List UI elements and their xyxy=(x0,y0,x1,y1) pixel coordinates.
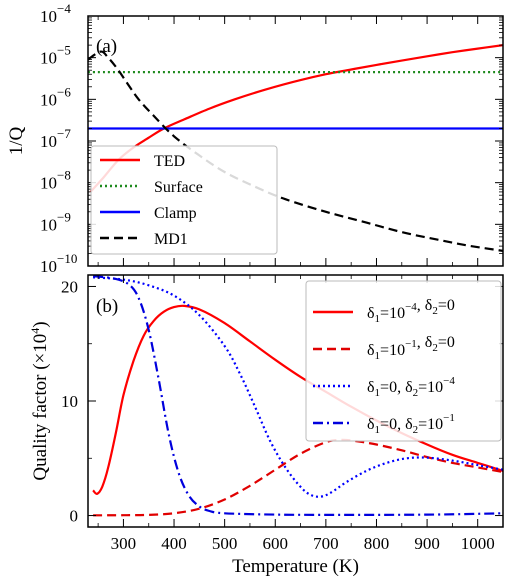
panel-a-label: (a) xyxy=(96,36,117,57)
panel-b-ticks: 300 400 500 600 700 800 900 1000 0 10 20 xyxy=(61,275,504,553)
x-axis-title: Temperature (K) xyxy=(232,556,359,576)
x-tick-label: 500 xyxy=(212,534,238,553)
panel-a-y-axis-title: 1/Q xyxy=(6,126,27,155)
panel-b-legend-label-4: δ1=0, δ2=10−1 xyxy=(367,412,455,436)
panel-a-frame xyxy=(87,15,504,267)
x-tick-label: 800 xyxy=(364,534,390,553)
panel-b-legend-label-1: δ1=10−4, δ2=0 xyxy=(367,297,455,325)
panel-a-y-tick-label: 10−8 xyxy=(40,168,71,193)
panel-a-y-tick-label: 10−7 xyxy=(40,126,71,151)
panel-a-legend-label-ted: TED xyxy=(154,153,185,170)
panel-a-legend-label-clamp: Clamp xyxy=(154,205,197,222)
panel-a-y-tick-label: 10−10 xyxy=(40,251,77,276)
panel-b-y-tick-label: 0 xyxy=(70,507,79,526)
panel-b-frame xyxy=(87,274,504,528)
panel-b-y-axis-title-main: Quality factor (×10 xyxy=(30,334,51,481)
panel-a-legend: TED Surface Clamp MD1 xyxy=(90,145,278,255)
x-tick-label: 900 xyxy=(414,534,440,553)
panel-a-y-tick-label: 10−5 xyxy=(40,43,71,68)
panel-b: 300 400 500 600 700 800 900 1000 0 10 20 (b) Tempe… xyxy=(28,274,504,576)
x-tick-label: 300 xyxy=(111,534,137,553)
panel-a-legend-box xyxy=(90,145,278,255)
panel-b-line-series-2 xyxy=(93,438,504,517)
x-tick-label: 600 xyxy=(263,534,289,553)
panel-b-legend: δ1=10−4, δ2=0 δ1=10−1, δ2=0 δ1=0, δ2=10−4 δ… xyxy=(305,280,502,442)
panel-b-legend-label-2: δ1=10−1, δ2=0 xyxy=(367,334,455,362)
x-tick-label: 700 xyxy=(313,534,339,553)
panel-b-y-tick-label: 10 xyxy=(61,392,78,411)
panel-b-label: (b) xyxy=(96,296,118,317)
panel-b-y-tick-label: 20 xyxy=(61,277,78,296)
panel-b-legend-label-3: δ1=0, δ2=10−4 xyxy=(367,375,455,399)
panel-a-y-tick-label: 10−4 xyxy=(40,1,71,26)
panel-b-y-axis-title-sup: 4 xyxy=(28,328,42,334)
x-tick-label: 400 xyxy=(161,534,187,553)
panel-a: 10−10 10−9 10−8 10−7 10−6 10−5 10−4 (a) 1/Q TE… xyxy=(6,1,504,276)
panel-b-line-series-4 xyxy=(92,275,504,517)
panel-b-legend-box xyxy=(305,280,502,442)
x-tick-label: 1000 xyxy=(461,534,495,553)
panel-b-y-axis-title-end: ) xyxy=(30,321,51,327)
panel-a-legend-label-surface: Surface xyxy=(154,179,203,196)
panel-b-y-axis-title: Quality factor (×104) xyxy=(28,321,51,480)
panel-a-ticks: 10−10 10−9 10−8 10−7 10−6 10−5 10−4 xyxy=(40,1,504,276)
panel-a-legend-label-md1: MD1 xyxy=(154,231,188,248)
panel-a-y-tick-label: 10−9 xyxy=(40,209,71,234)
panel-a-y-tick-label: 10−6 xyxy=(40,84,71,109)
